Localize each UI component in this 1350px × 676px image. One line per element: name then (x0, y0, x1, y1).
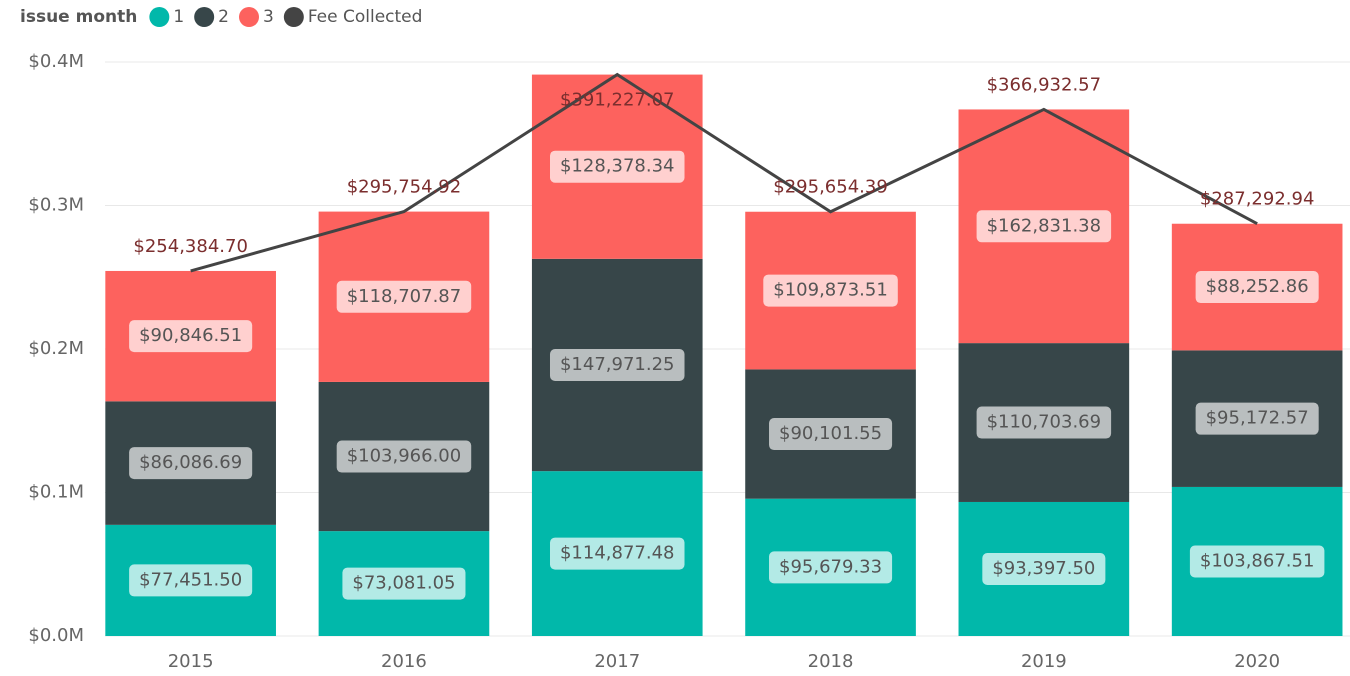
data-label-text: $88,252.86 (1206, 276, 1309, 297)
x-tick-label: 2020 (1234, 651, 1280, 672)
data-label-text: $95,679.33 (779, 556, 882, 577)
data-label-bg (1189, 545, 1325, 578)
data-label-text: $110,703.69 (987, 412, 1102, 433)
data-label: $118,707.87 (336, 280, 472, 313)
data-label-text: $90,846.51 (139, 325, 242, 346)
data-label: $295,654.39 (773, 177, 888, 198)
y-tick-label: $0.3M (28, 195, 84, 216)
data-label-bg (549, 348, 685, 381)
data-label-text: $93,397.50 (992, 558, 1095, 579)
legend-marker (239, 7, 259, 27)
data-label-bg (129, 447, 253, 480)
data-label: $95,172.57 (1195, 402, 1319, 435)
data-label: $147,971.25 (549, 348, 685, 381)
data-label-bg (336, 440, 472, 473)
data-label: $110,703.69 (976, 406, 1112, 439)
data-label-text: $128,378.34 (560, 156, 675, 177)
data-label: $90,846.51 (129, 320, 253, 353)
data-label: $90,101.55 (769, 418, 893, 451)
data-label-text: $295,754.92 (347, 177, 462, 198)
data-label: $95,679.33 (769, 551, 893, 584)
data-label-text: $118,707.87 (347, 286, 462, 307)
data-label: $103,867.51 (1189, 545, 1325, 578)
legend-label: 3 (263, 7, 274, 27)
data-label-text: $103,966.00 (347, 446, 462, 467)
data-label-bg (549, 150, 685, 183)
data-label-bg (336, 280, 472, 313)
legend-marker (283, 7, 304, 27)
data-label-text: $90,101.55 (779, 423, 882, 444)
x-tick-label: 2015 (168, 651, 214, 672)
legend-marker (149, 7, 170, 27)
legend-label: Fee Collected (308, 7, 423, 27)
legend-title: issue month (20, 7, 137, 27)
data-label-text: $77,451.50 (139, 569, 242, 590)
data-label: $114,877.48 (549, 537, 685, 570)
y-tick-label: $0.0M (28, 625, 84, 646)
data-label-bg (982, 552, 1106, 585)
x-tick-label: 2016 (381, 651, 427, 672)
data-label-bg (769, 418, 893, 451)
data-label: $128,378.34 (549, 150, 685, 183)
data-label-bg (549, 537, 685, 570)
data-label-text: $366,932.57 (987, 74, 1102, 95)
data-label: $88,252.86 (1195, 271, 1319, 304)
data-label-bg (129, 564, 253, 597)
data-label: $93,397.50 (982, 552, 1106, 585)
data-label: $295,754.92 (347, 177, 462, 198)
data-label: $109,873.51 (763, 274, 898, 307)
data-label-text: $109,873.51 (773, 280, 888, 301)
legend-label: 2 (218, 7, 229, 27)
data-label-text: $162,831.38 (987, 215, 1102, 236)
data-label-text: $95,172.57 (1206, 408, 1309, 429)
data-label-text: $103,867.51 (1200, 550, 1315, 571)
data-label: $254,384.70 (133, 236, 248, 257)
x-tick-label: 2019 (1021, 651, 1067, 672)
y-tick-label: $0.2M (28, 338, 84, 359)
data-label-bg (769, 551, 893, 584)
y-tick-label: $0.1M (28, 482, 84, 503)
data-label: $103,966.00 (336, 440, 472, 473)
x-tick-label: 2017 (594, 651, 640, 672)
data-label-bg (1195, 402, 1319, 435)
data-label: $391,227.07 (560, 90, 675, 111)
data-label: $162,831.38 (976, 210, 1112, 243)
data-label-bg (1195, 271, 1319, 304)
data-label-text: $254,384.70 (133, 236, 248, 257)
data-label-text: $147,971.25 (560, 354, 675, 375)
data-label-bg (976, 406, 1112, 439)
data-label-text: $73,081.05 (352, 573, 455, 594)
line (190, 72, 1258, 273)
data-label-bg (763, 274, 898, 307)
data-label-text: $86,086.69 (139, 452, 242, 473)
data-label: $73,081.05 (342, 567, 466, 600)
data-label: $77,451.50 (129, 564, 253, 597)
data-label-text: $287,292.94 (1200, 189, 1315, 210)
data-label: $366,932.57 (987, 74, 1102, 95)
legend-marker (194, 7, 215, 27)
legend-label: 1 (173, 7, 184, 27)
data-label-bg (342, 567, 466, 600)
data-label: $287,292.94 (1200, 189, 1315, 210)
y-tick-label: $0.4M (28, 51, 84, 72)
data-label-text: $295,654.39 (773, 177, 888, 198)
x-tick-label: 2018 (808, 651, 854, 672)
data-label: $86,086.69 (129, 447, 253, 480)
data-label-bg (976, 210, 1112, 243)
data-label-bg (129, 320, 253, 353)
data-label-text: $391,227.07 (560, 90, 675, 111)
data-label-text: $114,877.48 (560, 543, 675, 564)
